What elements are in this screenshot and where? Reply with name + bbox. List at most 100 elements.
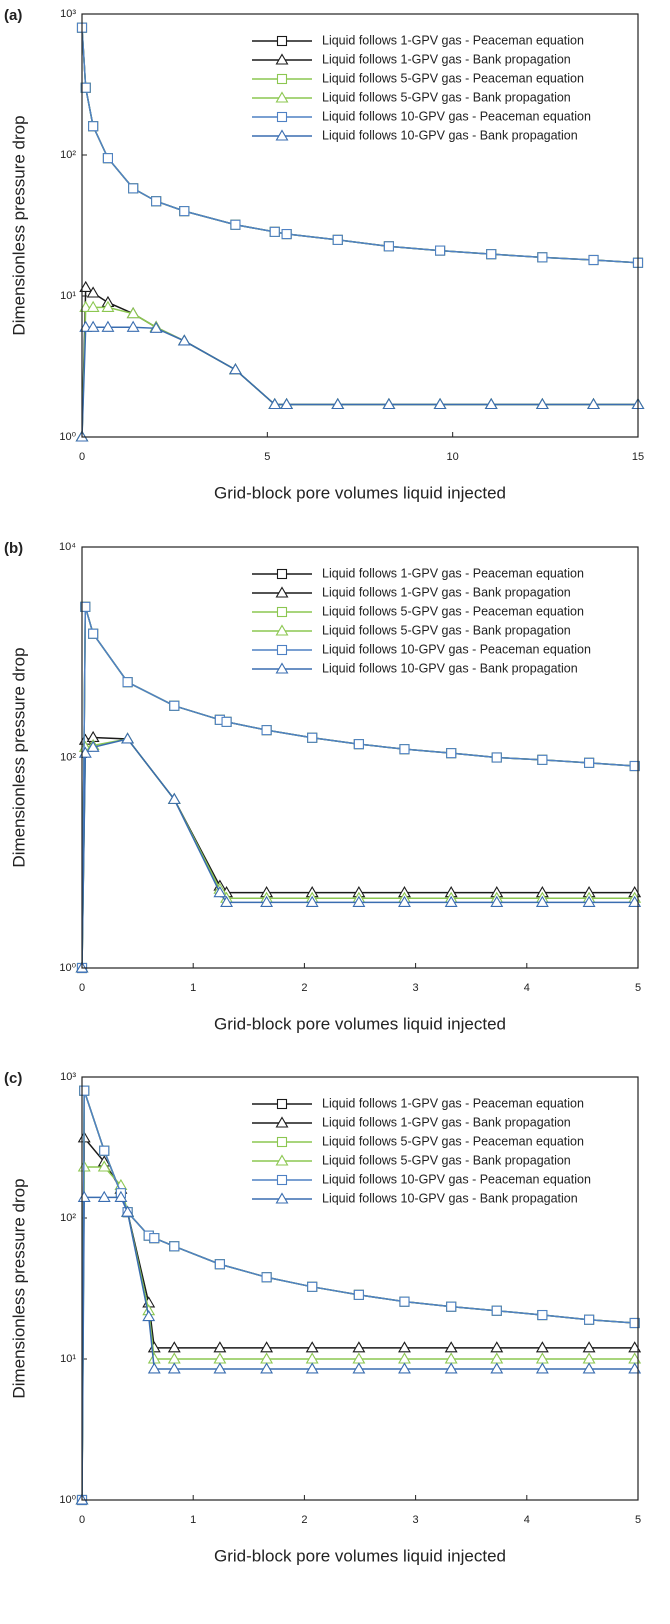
y-axis-title: Dimensionless pressure drop	[9, 1178, 28, 1398]
y-axis-title: Dimensionless pressure drop	[9, 115, 28, 335]
marker-square	[276, 644, 288, 656]
marker-triangle	[126, 320, 140, 332]
marker-triangle	[398, 1362, 411, 1374]
marker-square	[214, 1259, 225, 1270]
x-axis-title: Grid-block pore volumes liquid injected	[214, 1546, 506, 1565]
marker-triangle	[275, 624, 289, 636]
marker-triangle	[352, 1362, 366, 1374]
marker-square	[276, 1136, 288, 1148]
y-tick-label: 10⁴	[59, 541, 76, 553]
x-axis-title: Grid-block pore volumes liquid injected	[214, 483, 506, 502]
legend-label: Liquid follows 5-GPV gas - Peaceman equa…	[322, 71, 584, 85]
legend-label: Liquid follows 10-GPV gas - Peaceman equ…	[322, 1172, 591, 1186]
series-line	[82, 1166, 635, 1500]
y-tick-label: 10³	[60, 1071, 76, 1083]
marker-triangle	[352, 1341, 366, 1353]
plot-frame	[81, 546, 639, 969]
panel-label: (c)	[4, 1070, 22, 1087]
marker-triangle	[484, 397, 498, 410]
legend-label: Liquid follows 1-GPV gas - Peaceman equa…	[322, 566, 584, 580]
panel: (c) 10⁰ 10¹ 10² 10³ 0 1 2 3 4 5 Grid-block pore vol…	[4, 1070, 642, 1565]
legend-label: Liquid follows 1-GPV gas - Bank propagat…	[322, 1115, 571, 1129]
series-line	[82, 1090, 635, 1500]
marker-triangle	[86, 286, 100, 298]
legend-label: Liquid follows 5-GPV gas - Peaceman equa…	[322, 1134, 584, 1148]
x-tick-label: 2	[301, 982, 307, 994]
y-tick-label: 10²	[60, 1212, 76, 1224]
marker-square	[276, 568, 288, 580]
marker-triangle	[121, 1205, 135, 1217]
marker-square	[80, 82, 91, 93]
marker-triangle	[260, 895, 274, 907]
x-tick-label: 15	[632, 451, 644, 463]
x-tick-label: 10	[447, 451, 459, 463]
legend-label: Liquid follows 1-GPV gas - Peaceman equa…	[322, 1096, 584, 1110]
panel: (a) 10⁰ 10¹ 10² 10³ 0 5 10 15 Grid-block pore vol…	[4, 7, 645, 502]
marker-square	[151, 196, 162, 207]
marker-square	[629, 760, 640, 772]
series-line	[82, 738, 635, 968]
legend-label: Liquid follows 10-GPV gas - Bank propaga…	[322, 1191, 578, 1205]
marker-triangle	[126, 307, 140, 319]
marker-square	[353, 739, 364, 750]
marker-square	[276, 606, 288, 618]
x-tick-label: 1	[190, 1514, 196, 1526]
marker-square	[261, 725, 272, 736]
y-tick-label: 10⁰	[59, 962, 76, 974]
marker-triangle	[260, 1341, 274, 1353]
marker-triangle	[97, 1160, 111, 1172]
marker-triangle	[97, 1190, 111, 1202]
marker-triangle	[305, 895, 319, 907]
marker-triangle	[114, 1190, 128, 1202]
y-tick-label: 10³	[60, 8, 76, 20]
marker-triangle	[86, 740, 100, 752]
x-tick-label: 3	[413, 982, 419, 994]
marker-triangle	[490, 1362, 504, 1374]
marker-square	[629, 1317, 640, 1329]
marker-square	[491, 1305, 502, 1316]
x-tick-label: 0	[79, 1514, 85, 1526]
marker-triangle	[398, 895, 411, 907]
x-tick-label: 0	[79, 451, 85, 463]
marker-square	[230, 219, 241, 230]
series-line	[82, 738, 635, 968]
marker-triangle	[268, 397, 282, 410]
marker-triangle	[86, 300, 100, 312]
legend-label: Liquid follows 10-GPV gas - Bank propaga…	[322, 661, 578, 675]
y-axis-title: Dimensionless pressure drop	[9, 647, 28, 867]
marker-triangle	[535, 895, 549, 907]
marker-square	[179, 206, 190, 217]
marker-triangle	[275, 129, 289, 141]
series-line	[82, 326, 638, 437]
marker-triangle	[121, 732, 135, 744]
y-tick-label: 10⁰	[59, 431, 76, 443]
legend-label: Liquid follows 1-GPV gas - Peaceman equa…	[322, 33, 584, 47]
marker-square	[99, 1145, 110, 1156]
marker-square	[102, 153, 113, 164]
marker-square	[486, 249, 497, 260]
marker-triangle	[490, 895, 504, 907]
marker-triangle	[587, 397, 600, 410]
marker-square	[307, 732, 318, 743]
x-tick-label: 5	[635, 1514, 641, 1526]
marker-square	[276, 111, 288, 123]
marker-square	[276, 1174, 288, 1186]
marker-square	[332, 234, 343, 245]
legend-label: Liquid follows 5-GPV gas - Peaceman equa…	[322, 604, 584, 618]
marker-triangle	[149, 321, 163, 333]
marker-triangle	[167, 792, 181, 804]
marker-triangle	[433, 397, 447, 410]
marker-square	[537, 252, 548, 263]
series-line	[82, 285, 638, 437]
marker-square	[169, 700, 180, 711]
marker-triangle	[101, 300, 115, 312]
marker-triangle	[398, 1341, 411, 1353]
marker-square	[584, 757, 595, 768]
marker-triangle	[260, 1362, 274, 1374]
marker-triangle	[305, 1362, 319, 1374]
marker-triangle	[220, 895, 234, 907]
legend-label: Liquid follows 5-GPV gas - Bank propagat…	[322, 90, 571, 104]
marker-triangle	[305, 1341, 319, 1353]
legend-label: Liquid follows 10-GPV gas - Bank propaga…	[322, 128, 578, 142]
